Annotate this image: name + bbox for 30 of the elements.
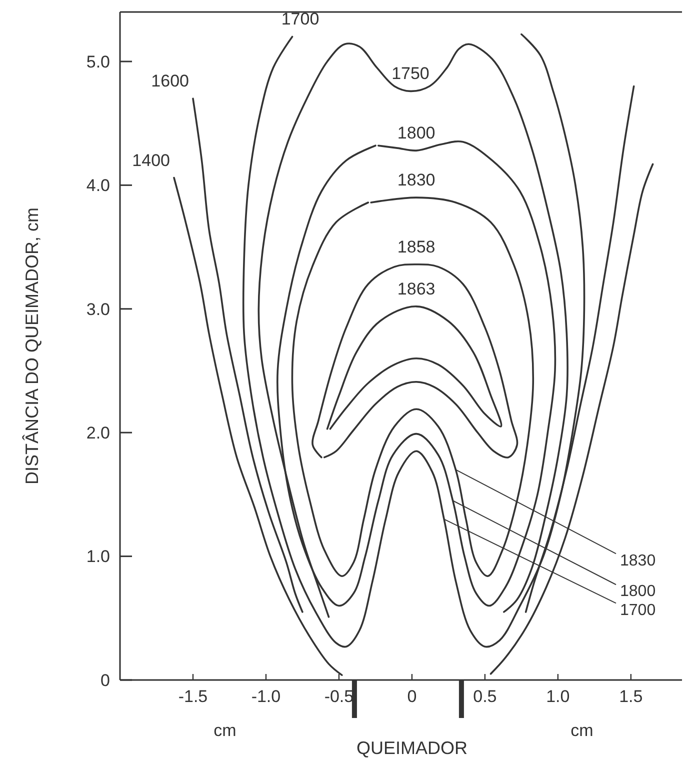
series-label: 1863 bbox=[397, 279, 436, 298]
text: 1800 bbox=[620, 583, 656, 600]
x-tick-label: 1.5 bbox=[619, 687, 643, 706]
line-series bbox=[326, 306, 502, 430]
series-label: 1400 bbox=[132, 150, 170, 170]
text: cm bbox=[570, 721, 594, 740]
series-label: 1600 bbox=[151, 72, 189, 91]
y-tick-label: 0 bbox=[100, 670, 110, 690]
x-tick-label: 1.0 bbox=[546, 687, 570, 706]
x-tick-label: 0.5 bbox=[473, 687, 497, 706]
x-tick-label: -1.5 bbox=[178, 687, 208, 706]
series-label: 1750 bbox=[392, 64, 430, 84]
y-tick-label: 5.0 bbox=[86, 52, 110, 72]
series-label: 1700 bbox=[281, 10, 320, 29]
y-tick-label: 1.0 bbox=[86, 547, 110, 566]
y-tick-label: 2.0 bbox=[86, 424, 110, 443]
x-tick-label: -0.5 bbox=[324, 687, 354, 706]
y-tick-label: 4.0 bbox=[86, 176, 110, 196]
line-series bbox=[312, 263, 518, 458]
text: 1830 bbox=[620, 552, 656, 570]
series-label: 1800 bbox=[397, 124, 436, 143]
x-tick-label: -1.0 bbox=[251, 687, 281, 706]
text: 1700 bbox=[620, 602, 656, 619]
y-axis-title: DISTÂNCIA DO QUEIMADOR, cm bbox=[22, 207, 42, 485]
series-label: 1830 bbox=[397, 170, 436, 190]
y-tick-label: 3.0 bbox=[86, 300, 110, 319]
x-tick-label: 0 bbox=[407, 687, 417, 706]
series-label: 1858 bbox=[397, 237, 436, 256]
text: cm bbox=[214, 721, 236, 740]
x-axis-title: QUEIMADOR bbox=[356, 738, 468, 758]
